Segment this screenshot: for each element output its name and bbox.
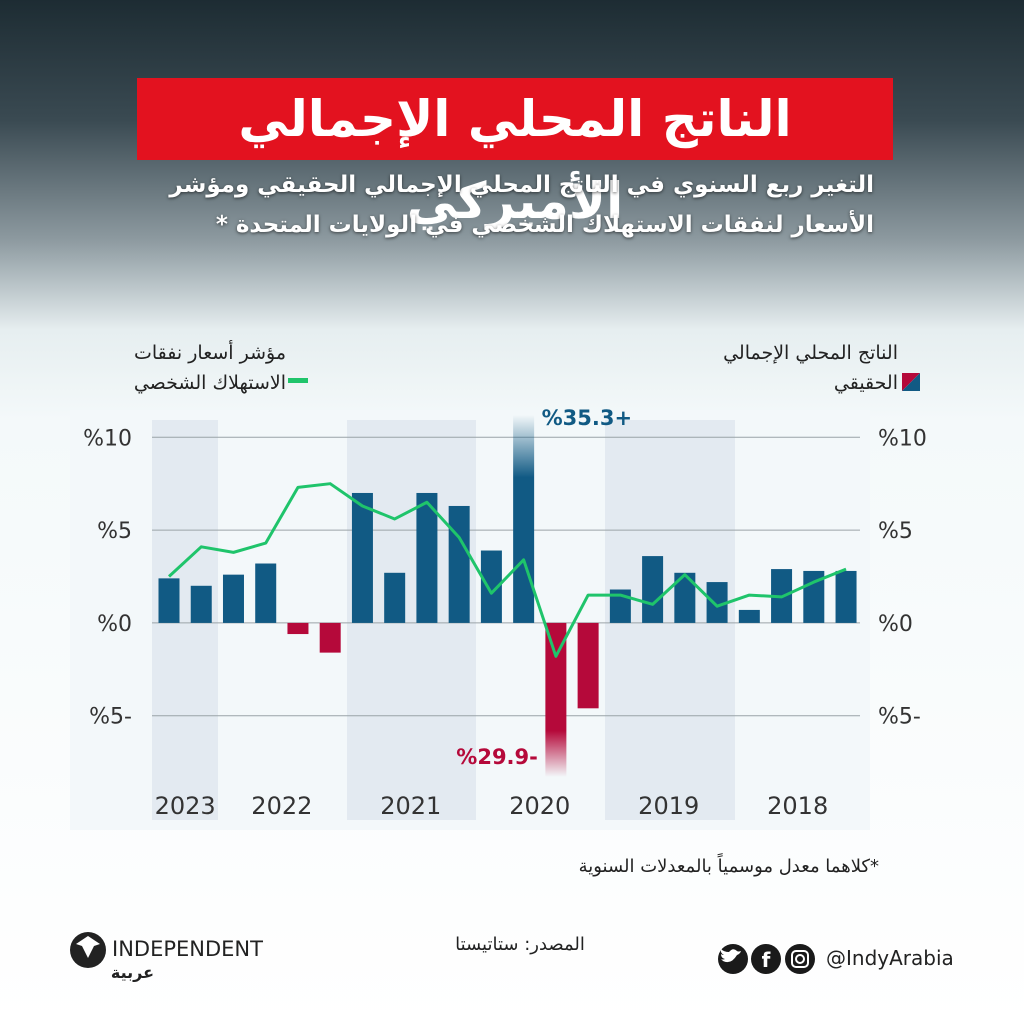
y2-tick-label: %10 [878, 426, 927, 451]
legend-swatch [288, 378, 308, 383]
subtitle: التغير ربع السنوي في الناتج المحلي الإجم… [169, 172, 874, 198]
bar [384, 572, 406, 623]
x-tick-label: 2019 [638, 792, 699, 820]
bar [448, 505, 470, 623]
x-tick-label: 2023 [155, 792, 216, 820]
y2-tick-label: %0 [878, 612, 913, 637]
bar [158, 578, 180, 623]
instagram-glyph [791, 950, 809, 968]
facebook-icon[interactable] [751, 944, 781, 974]
bar [190, 585, 212, 623]
legend-swatch [902, 373, 920, 391]
x-tick-label: 2020 [509, 792, 570, 820]
source: المصدر: ستاتيستا [455, 934, 585, 955]
instagram-glyph [795, 954, 805, 964]
value-label: %29.9- [456, 745, 538, 769]
logo-sub: عربية [111, 963, 154, 982]
y-tick-label: %10 [83, 426, 132, 451]
bar [513, 415, 535, 623]
bar [738, 609, 760, 623]
bar [706, 582, 728, 623]
bar [480, 550, 502, 623]
bar [642, 556, 664, 623]
bar [416, 492, 438, 623]
title: الناتج المحلي الإجمالي الأميركي [137, 78, 893, 230]
bar [255, 563, 277, 623]
facebook-glyph: f [762, 948, 771, 972]
y-tick-label: %5- [89, 705, 132, 730]
bar [674, 572, 696, 623]
twitter-glyph [720, 949, 741, 963]
y2-tick-label: %5 [878, 519, 913, 544]
y2-tick-label: %5- [878, 705, 921, 730]
value-label: %35.3+ [542, 406, 632, 430]
logo-mark [76, 936, 100, 958]
x-tick-label: 2021 [380, 792, 441, 820]
bar [222, 574, 244, 623]
legend-label: الناتج المحلي الإجمالي الحقيقي [723, 342, 898, 394]
bar [319, 622, 341, 653]
bar [545, 622, 567, 777]
bar [577, 622, 599, 709]
handle: @IndyArabia [826, 946, 954, 970]
legend-label: مؤشر أسعار نفقات الاستهلاك الشخصي [133, 342, 286, 394]
x-tick-label: 2022 [251, 792, 312, 820]
y-tick-label: %5 [97, 519, 132, 544]
bar [835, 570, 857, 623]
bar [351, 492, 373, 623]
logo-text: INDEPENDENT [112, 937, 263, 961]
line [167, 482, 847, 658]
bar [287, 622, 309, 635]
instagram-icon[interactable] [785, 944, 815, 974]
subtitle: الأسعار لنفقات الاستهلاك الشخصي في الولا… [215, 212, 874, 238]
x-tick-label: 2018 [767, 792, 828, 820]
footnote: *كلاهما معدل موسمياً بالمعدلات السنوية [578, 856, 879, 877]
y-tick-label: %0 [97, 612, 132, 637]
